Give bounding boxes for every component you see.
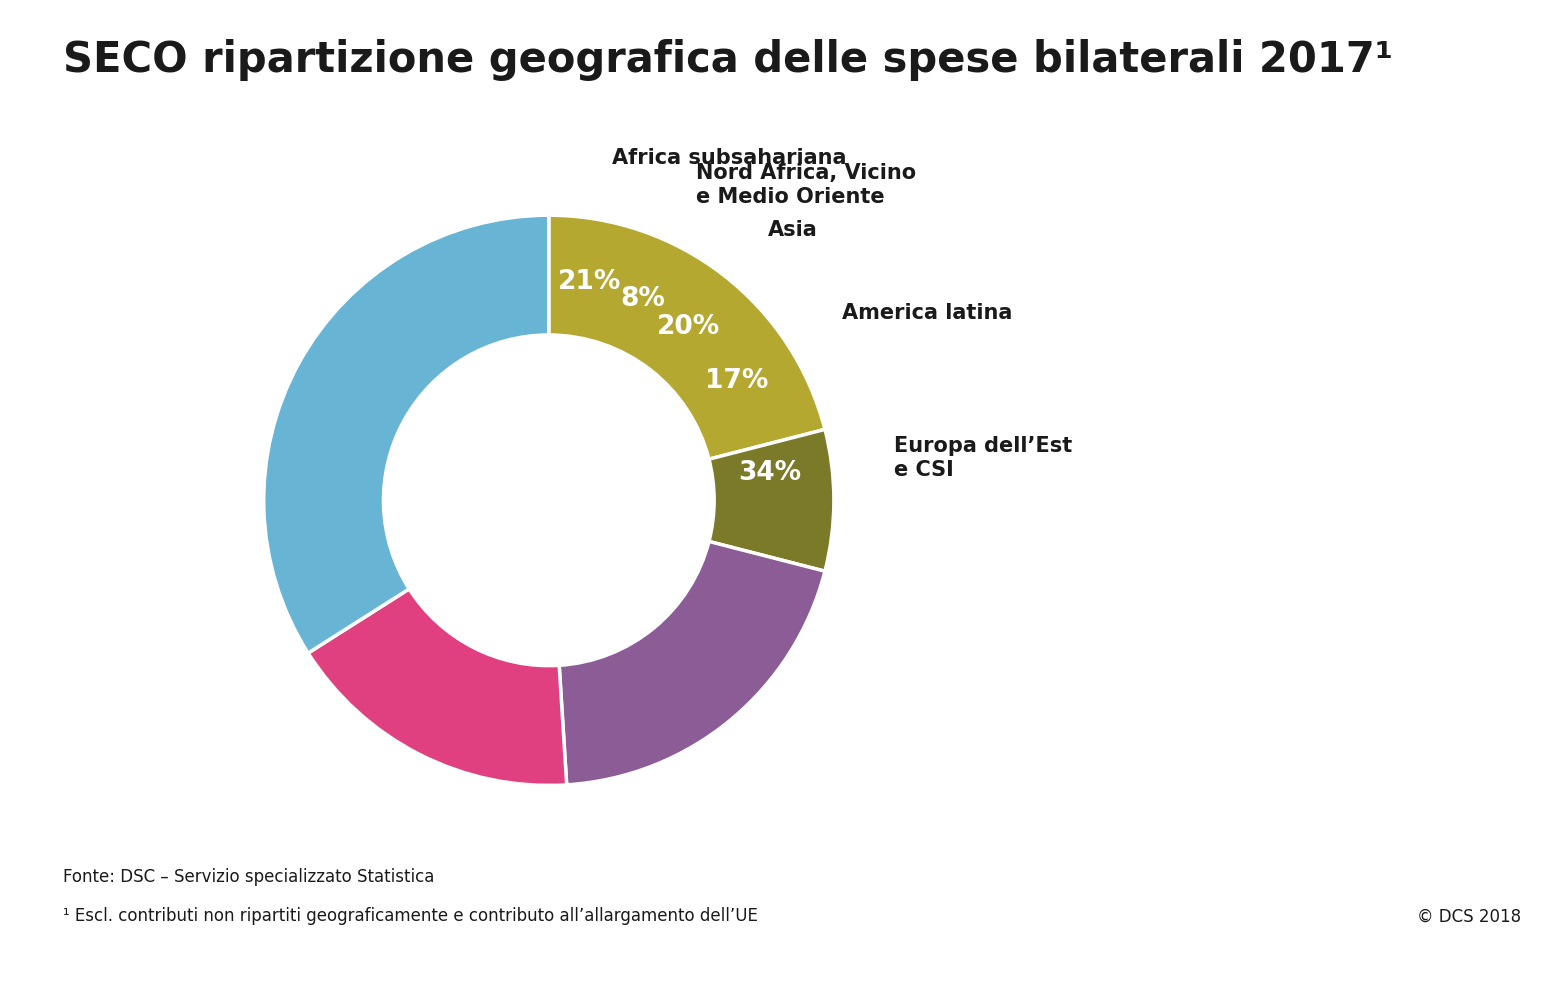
Text: SECO ripartizione geografica delle spese bilaterali 2017¹: SECO ripartizione geografica delle spese… <box>63 39 1392 81</box>
Text: 8%: 8% <box>621 285 665 312</box>
Text: Asia: Asia <box>768 220 817 240</box>
Text: Nord Africa, Vicino
e Medio Oriente: Nord Africa, Vicino e Medio Oriente <box>696 163 916 208</box>
Text: 20%: 20% <box>657 315 720 340</box>
Text: Fonte: DSC – Servizio specializzato Statistica: Fonte: DSC – Servizio specializzato Stat… <box>63 868 434 886</box>
Text: 21%: 21% <box>558 269 621 294</box>
Text: Africa subsahariana: Africa subsahariana <box>612 148 847 169</box>
Text: Europa dell’Est
e CSI: Europa dell’Est e CSI <box>894 436 1073 481</box>
Wedge shape <box>560 542 825 785</box>
Text: 17%: 17% <box>704 368 768 393</box>
Wedge shape <box>709 430 834 571</box>
Text: America latina: America latina <box>842 303 1013 324</box>
Wedge shape <box>307 589 566 786</box>
Text: ¹ Escl. contributi non ripartiti geograficamente e contributo all’allargamento d: ¹ Escl. contributi non ripartiti geograf… <box>63 907 757 925</box>
Text: 34%: 34% <box>739 460 801 487</box>
Wedge shape <box>549 215 825 459</box>
Wedge shape <box>263 215 549 653</box>
Text: © DCS 2018: © DCS 2018 <box>1417 907 1521 925</box>
